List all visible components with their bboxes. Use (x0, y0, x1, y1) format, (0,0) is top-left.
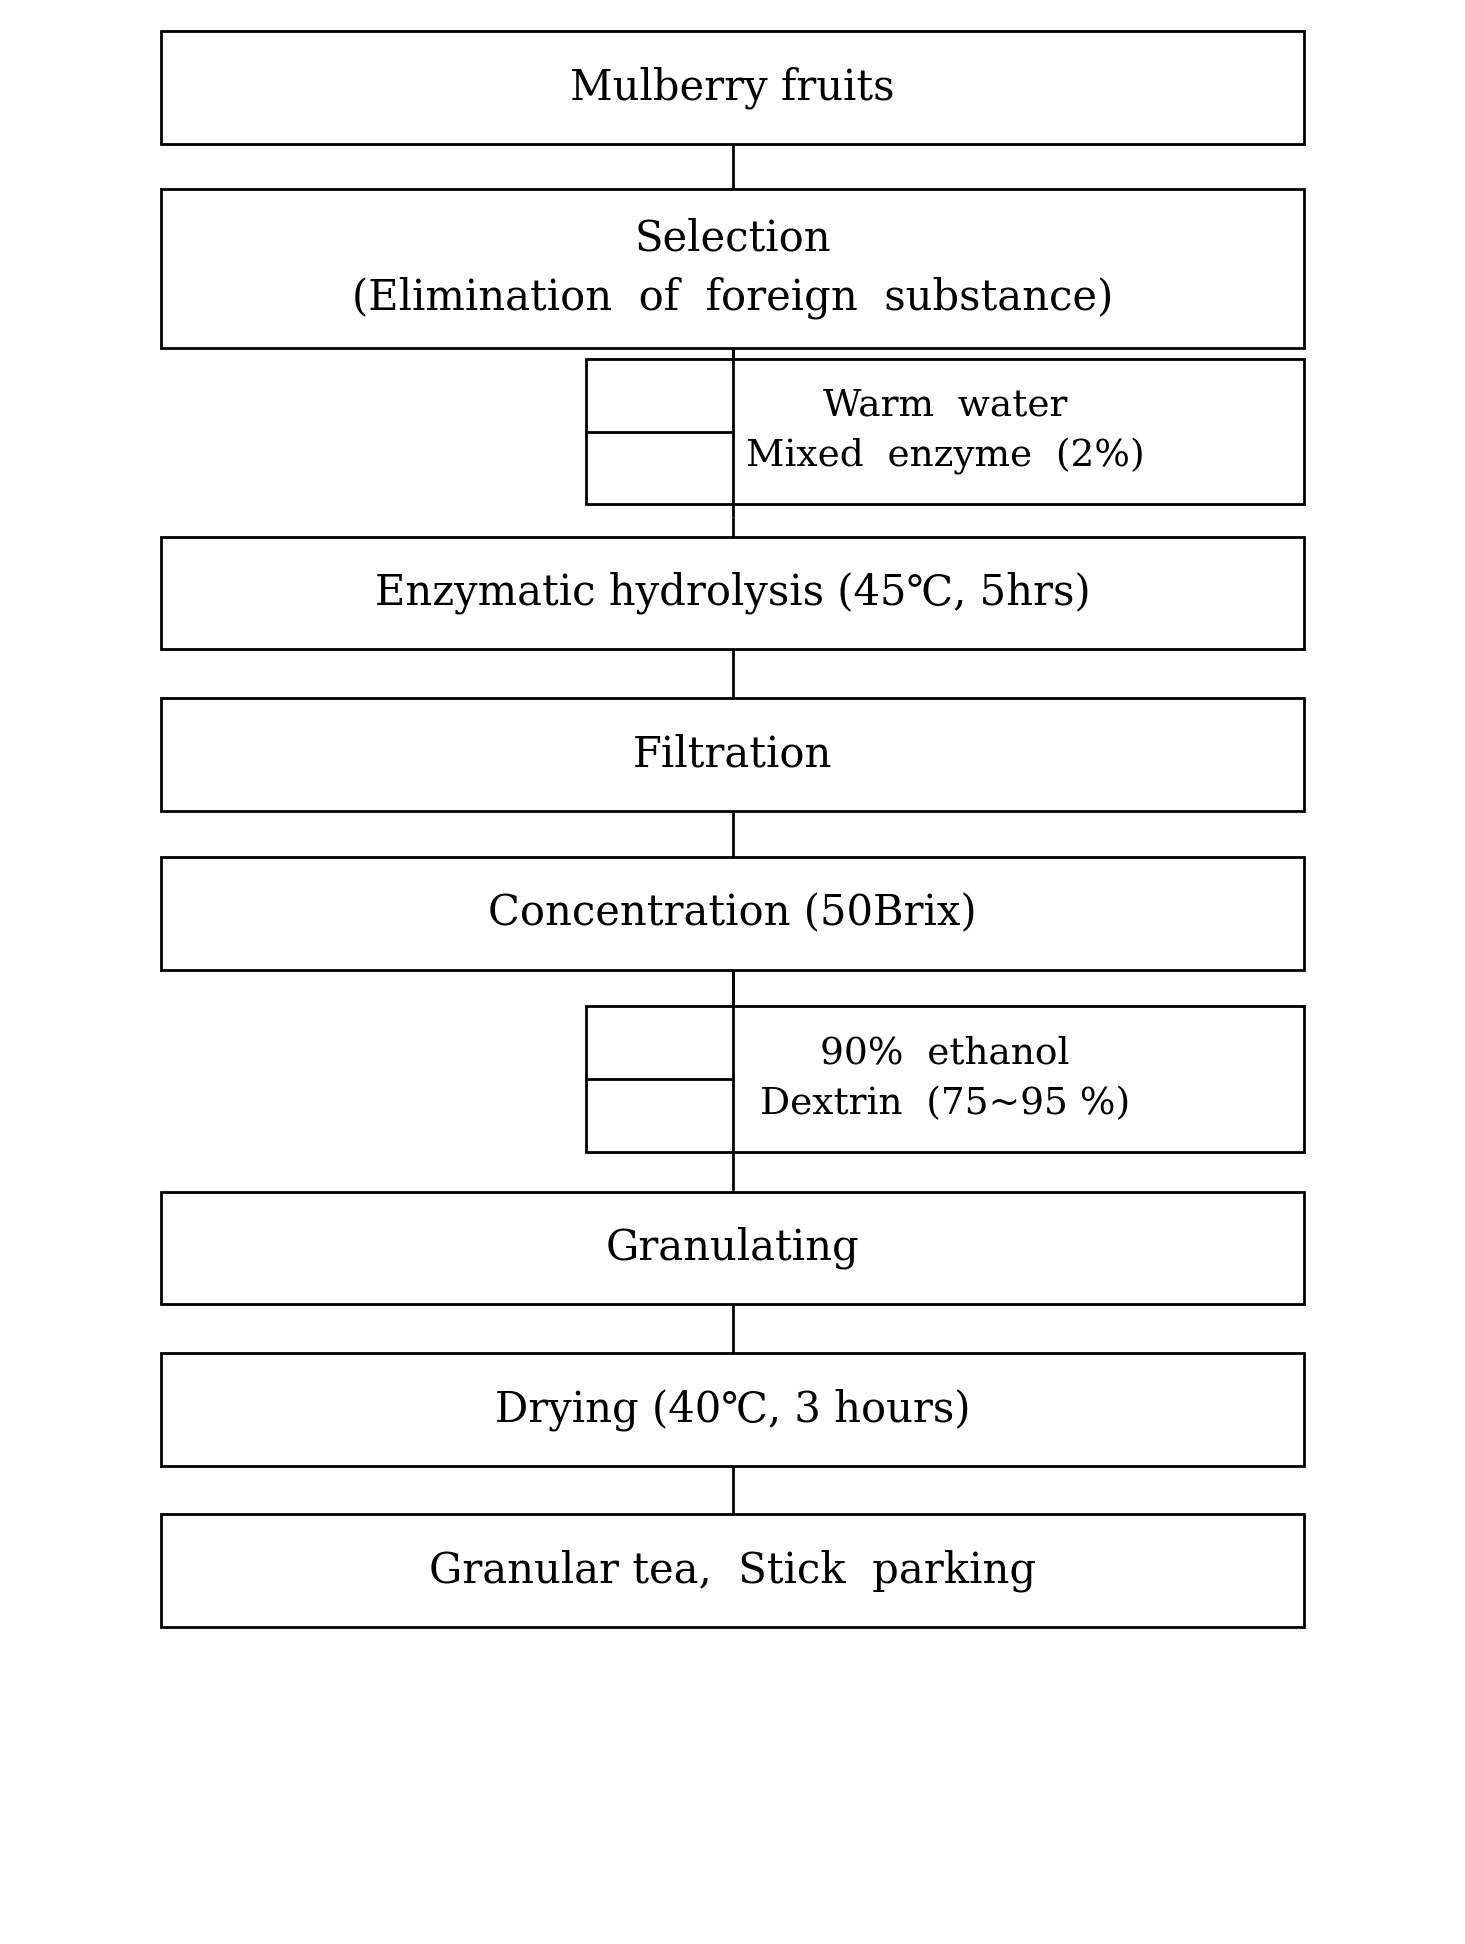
Text: Filtration: Filtration (633, 733, 832, 776)
Text: Drying (40℃, 3 hours): Drying (40℃, 3 hours) (495, 1388, 970, 1431)
Text: 90%  ethanol
Dextrin  (75~95 %): 90% ethanol Dextrin (75~95 %) (760, 1036, 1130, 1122)
Bar (161, 189, 1304, 348)
Bar (161, 537, 1304, 649)
Bar (161, 1514, 1304, 1627)
Bar (161, 698, 1304, 811)
Bar (161, 1192, 1304, 1304)
Text: Concentration (50Brix): Concentration (50Brix) (488, 892, 977, 935)
Bar (161, 857, 1304, 970)
Bar (586, 358, 1304, 505)
Text: Mulberry fruits: Mulberry fruits (570, 66, 895, 109)
Text: Granulating: Granulating (605, 1227, 860, 1269)
Bar (586, 1007, 1304, 1151)
Text: Enzymatic hydrolysis (45℃, 5hrs): Enzymatic hydrolysis (45℃, 5hrs) (375, 572, 1090, 614)
Bar (161, 1353, 1304, 1466)
Text: Granular tea,  Stick  parking: Granular tea, Stick parking (429, 1549, 1036, 1592)
Text: Warm  water
Mixed  enzyme  (2%): Warm water Mixed enzyme (2%) (746, 389, 1144, 474)
Bar (161, 31, 1304, 144)
Text: Selection
(Elimination  of  foreign  substance): Selection (Elimination of foreign substa… (352, 218, 1113, 319)
